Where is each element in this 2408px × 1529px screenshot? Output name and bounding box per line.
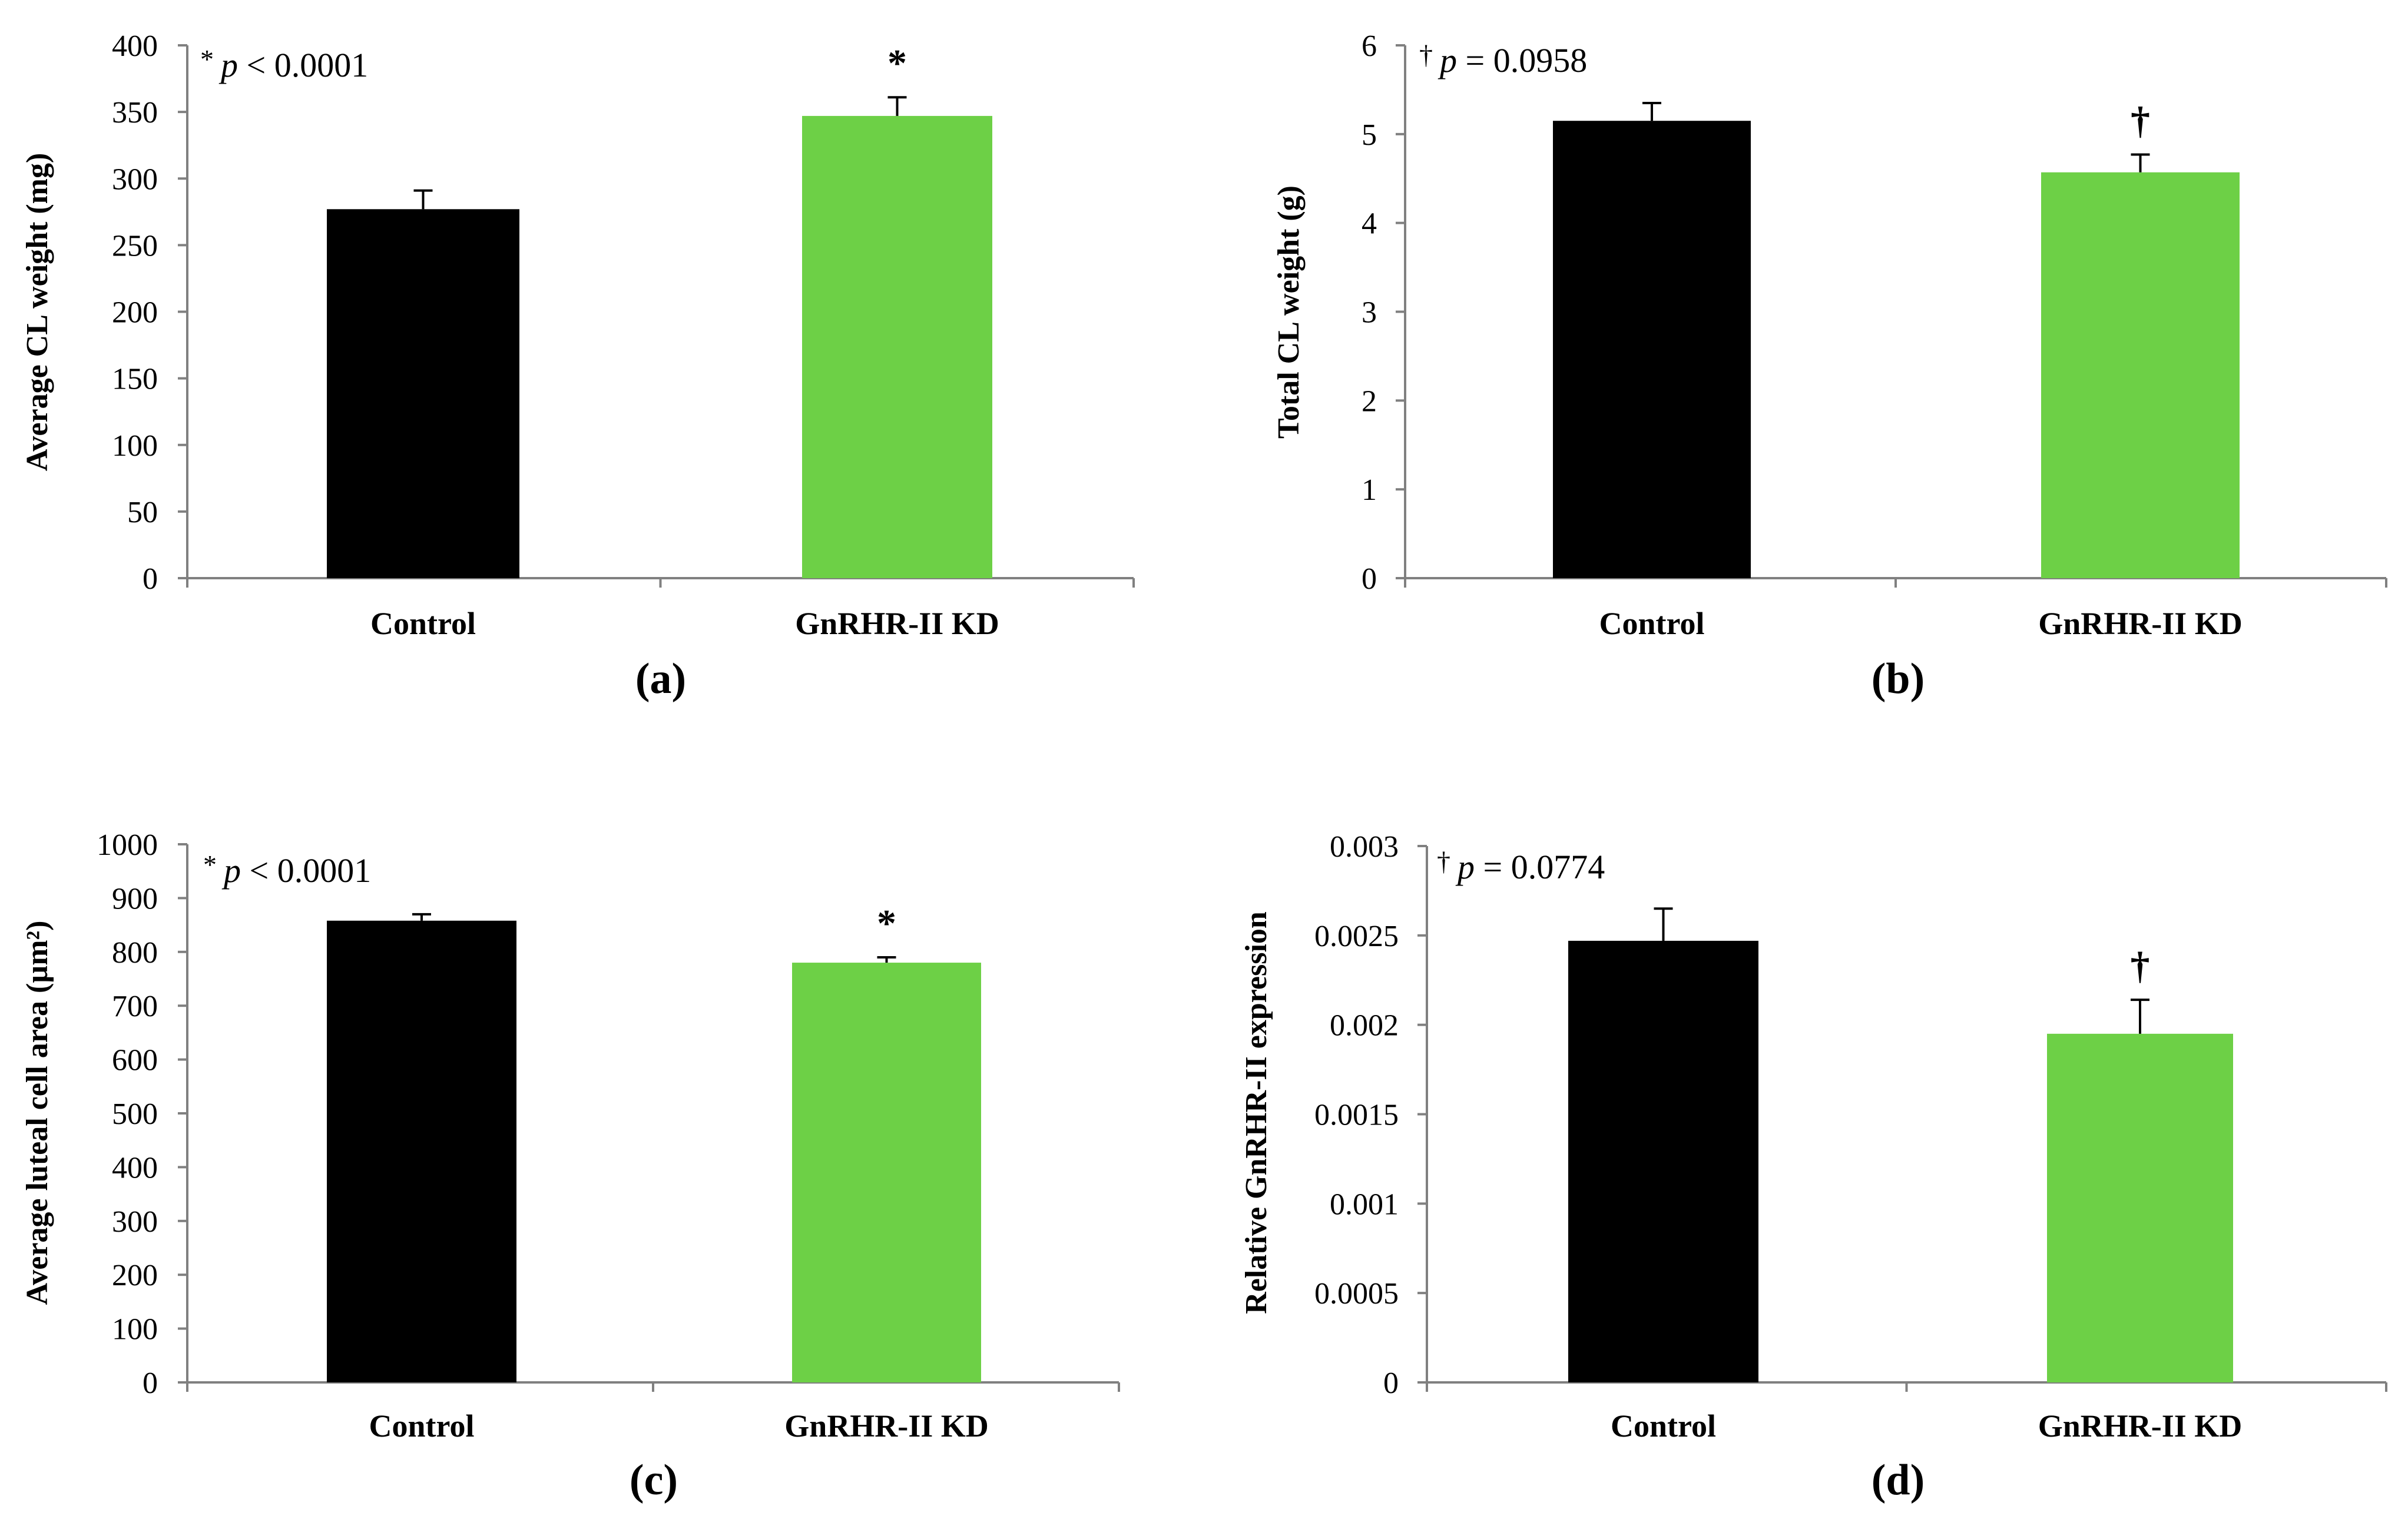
bar-a-control [327, 209, 519, 579]
y-tick-label-a: 350 [112, 96, 158, 130]
y-tick-label-c: 600 [112, 1044, 158, 1077]
y-tick-label-a: 400 [112, 29, 158, 63]
y-tick-label-c: 900 [112, 882, 158, 916]
p-value-p: p [218, 46, 238, 84]
y-tick-label-a: 150 [112, 363, 158, 396]
y-tick-label-b: 1 [1362, 473, 1377, 507]
y-tick-label-d: 0.001 [1330, 1188, 1399, 1221]
p-value-note-a: * p < 0.0001 [200, 44, 368, 84]
y-tick-label-d: 0.0015 [1314, 1099, 1399, 1132]
panel-label-b: (b) [1872, 655, 1925, 703]
y-tick-label-d: 0.0005 [1314, 1277, 1399, 1311]
p-value-note-b: † p = 0.0958 [1419, 39, 1587, 79]
y-tick-label-c: 700 [112, 990, 158, 1023]
bar-b-control [1553, 121, 1751, 579]
y-tick-label-d: 0.003 [1330, 830, 1399, 864]
y-tick-label-c: 100 [112, 1313, 158, 1346]
p-value-symbol: * [200, 44, 214, 74]
p-value-p: p [221, 851, 241, 890]
p-value-p: p [1437, 41, 1457, 79]
y-axis-label-b: Total CL weight (g) [1272, 185, 1306, 439]
p-value-note-c: * p < 0.0001 [203, 850, 371, 890]
category-label-d: GnRHR-II KD [2038, 1408, 2243, 1444]
y-tick-label-d: 0 [1383, 1367, 1399, 1400]
bar-c-control [327, 920, 516, 1382]
p-value-text: < 0.0001 [238, 46, 368, 84]
bar-b-gnrhr-ii-kd [2041, 172, 2240, 579]
panel-d: 0 0.0005 0.001 0.0015 0.002 0.0025 0.003 Contro… [1240, 830, 2387, 1504]
panel-label-d: (d) [1872, 1456, 1925, 1504]
category-label-b: GnRHR-II KD [2038, 606, 2243, 641]
y-axis-label-d: Relative GnRHR-II expression [1240, 911, 1273, 1314]
y-tick-label-c: 300 [112, 1205, 158, 1239]
significance-mark-b: † [2131, 99, 2150, 142]
p-value-symbol: † [1437, 846, 1450, 876]
y-tick-label-b: 6 [1362, 29, 1377, 63]
category-label-a: GnRHR-II KD [795, 606, 999, 641]
y-tick-label-b: 4 [1362, 207, 1377, 241]
y-tick-label-b: 2 [1362, 384, 1377, 418]
bar-d-control [1568, 940, 1758, 1382]
category-label-a: Control [370, 606, 476, 641]
p-value-text: = 0.0774 [1475, 848, 1605, 886]
y-tick-label-a: 0 [143, 562, 158, 596]
y-tick-label-d: 0.002 [1330, 1009, 1399, 1043]
bar-c-gnrhr-ii-kd [792, 963, 981, 1382]
y-tick-label-a: 200 [112, 296, 158, 330]
y-tick-label-c: 400 [112, 1151, 158, 1185]
y-tick-label-b: 3 [1362, 296, 1377, 330]
bar-a-gnrhr-ii-kd [802, 115, 992, 579]
y-tick-label-b: 5 [1362, 118, 1377, 152]
y-tick-label-c: 1000 [97, 828, 158, 862]
panel-label-a: (a) [635, 655, 686, 703]
y-tick-label-a: 100 [112, 429, 158, 463]
y-tick-label-c: 0 [143, 1367, 158, 1400]
panel-a: 0 50 100 150 200 250 300 350 400 Control * GnRHR-II… [21, 29, 1135, 703]
y-axis-label-c: Average luteal cell area (µm²) [21, 921, 54, 1305]
y-tick-label-c: 200 [112, 1259, 158, 1292]
y-tick-label-b: 0 [1362, 562, 1377, 596]
significance-mark-a: * [887, 42, 907, 85]
category-label-d: Control [1611, 1408, 1716, 1444]
bar-d-gnrhr-ii-kd [2047, 1033, 2233, 1382]
p-value-text: = 0.0958 [1457, 41, 1587, 79]
category-label-c: GnRHR-II KD [784, 1408, 989, 1444]
y-tick-label-a: 250 [112, 229, 158, 263]
p-value-p: p [1455, 848, 1475, 886]
y-tick-label-c: 500 [112, 1097, 158, 1131]
y-tick-label-d: 0.0025 [1314, 920, 1399, 953]
p-value-symbol: † [1419, 39, 1433, 69]
panel-c: 0 100 200 300 400 500 600 700 800 900 1000 Control *… [21, 828, 1120, 1504]
significance-mark-d: † [2131, 944, 2150, 987]
y-axis-label-a: Average CL weight (mg) [21, 153, 54, 472]
category-label-b: Control [1599, 606, 1704, 641]
p-value-note-d: † p = 0.0774 [1437, 846, 1605, 886]
panel-b: 0 1 2 3 4 5 6 Control † GnRHR-II KD Total CL weigh… [1272, 29, 2387, 703]
p-value-symbol: * [203, 850, 217, 880]
y-tick-label-a: 300 [112, 162, 158, 196]
category-label-c: Control [369, 1408, 474, 1444]
y-tick-label-c: 800 [112, 936, 158, 970]
y-tick-label-a: 50 [127, 496, 158, 529]
significance-mark-c: * [877, 902, 896, 945]
p-value-text: < 0.0001 [241, 851, 371, 890]
panel-label-c: (c) [630, 1456, 678, 1504]
